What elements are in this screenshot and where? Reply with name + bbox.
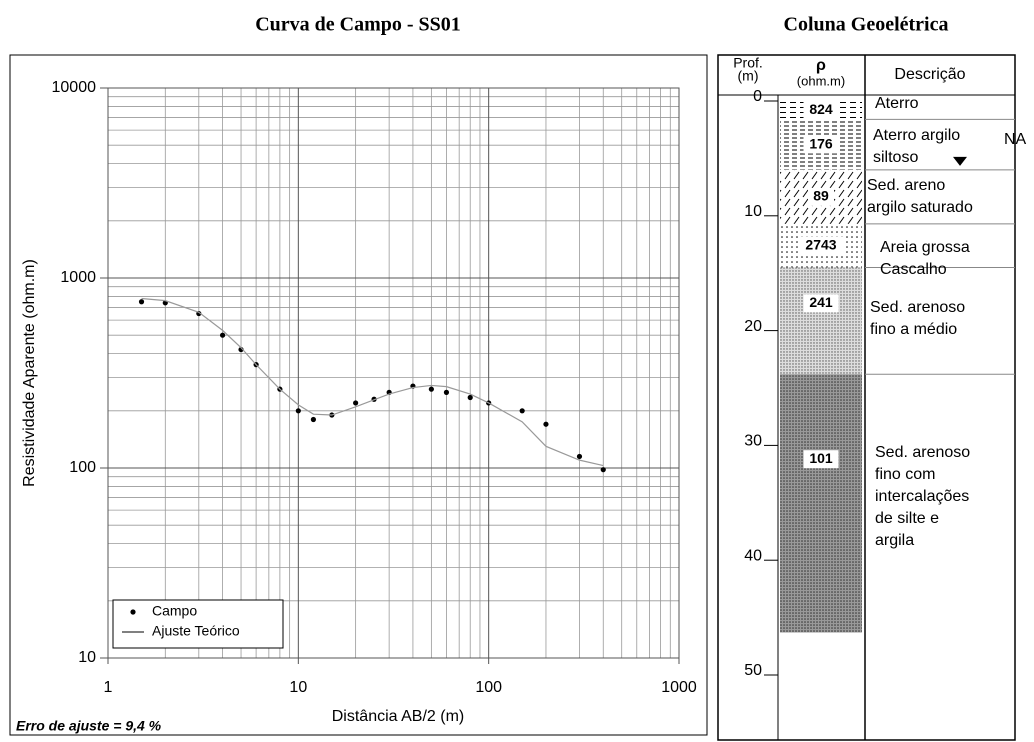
data-point: [543, 421, 549, 427]
rho-label: 176: [809, 135, 833, 151]
rho-box: [803, 135, 839, 154]
data-point: [428, 386, 434, 392]
chart-frame: [9, 54, 708, 736]
layer-description: Areia grossa: [880, 239, 970, 256]
na-label: NA: [1004, 131, 1027, 148]
data-point: [310, 416, 317, 423]
layer-description: siltoso: [873, 149, 918, 166]
layer-description: Aterro: [875, 95, 919, 112]
depth-tick-label: 0: [753, 88, 762, 105]
annotation: Erro de ajuste = 9,4 %: [16, 718, 162, 734]
fit-line: [141, 297, 604, 467]
data-point: [295, 408, 301, 414]
rho-box: [808, 187, 834, 206]
data-point: [576, 453, 583, 460]
layer-description: fino com: [875, 466, 935, 483]
legend-marker: [130, 609, 136, 615]
depth-header: (m): [738, 68, 759, 84]
depth-tick-label: 40: [744, 547, 762, 564]
rho-header: (ohm.m): [797, 73, 845, 88]
column-frame: [717, 54, 1016, 741]
data-point: [467, 394, 473, 401]
rho-header: ρ: [816, 57, 826, 74]
legend-label: Ajuste Teórico: [152, 623, 240, 639]
layer-description: Cascalho: [880, 261, 947, 278]
x-tick-label: 10: [289, 679, 307, 696]
layer-description: Sed. arenoso: [875, 444, 970, 461]
layer-description: argilo saturado: [867, 199, 973, 216]
rho-label: 241: [809, 294, 833, 310]
rho-box: [803, 450, 839, 469]
layer-description: de silte e: [875, 510, 939, 527]
depth-tick-label: 30: [744, 433, 762, 450]
rho-label: 2743: [805, 236, 836, 252]
data-point: [353, 400, 359, 406]
y-tick-label: 100: [69, 459, 96, 476]
layer-description: Sed. arenoso: [870, 299, 965, 316]
rho-label: 824: [809, 101, 833, 117]
data-point: [219, 332, 226, 338]
water-table: [953, 156, 967, 166]
layer: [780, 267, 862, 375]
legend-label: Campo: [152, 603, 197, 619]
depth-tick-label: 20: [744, 318, 762, 335]
plot-border: [107, 87, 680, 659]
depth-tick-label: 50: [744, 662, 762, 679]
data-point: [600, 467, 606, 473]
x-tick-label: 100: [475, 679, 502, 696]
data-point: [138, 299, 145, 305]
layer-description: fino a médio: [870, 321, 957, 338]
data-point: [519, 408, 525, 414]
y-tick-label: 10000: [52, 79, 97, 96]
rho-box: [803, 294, 839, 313]
layer-description: Aterro argilo: [873, 127, 960, 144]
rho-box: [803, 101, 839, 120]
rho-box: [799, 236, 843, 255]
rho-label: 89: [813, 188, 829, 204]
chart-title: Curva de Campo - SS01: [255, 14, 461, 36]
rho-label: 101: [809, 450, 833, 466]
y-tick-label: 10: [78, 649, 96, 666]
x-tick-label: 1000: [661, 679, 697, 696]
depth-header: Prof.: [733, 55, 763, 71]
x-tick-label: 1: [104, 679, 113, 696]
y-tick-label: 1000: [60, 269, 96, 286]
layer-description: argila: [875, 532, 914, 549]
depth-tick-label: 10: [744, 203, 762, 220]
layer: [780, 374, 862, 633]
column-title: Coluna Geoelétrica: [784, 14, 949, 36]
layer-description: Sed. areno: [867, 177, 945, 194]
data-point: [443, 389, 450, 395]
layer-description: intercalações: [875, 488, 969, 505]
description-header: Descrição: [894, 66, 965, 83]
legend-box: [112, 599, 284, 649]
y-axis-label: Resistividade Aparente (ohm.m): [21, 259, 38, 487]
x-axis-label: Distância AB/2 (m): [332, 708, 464, 725]
